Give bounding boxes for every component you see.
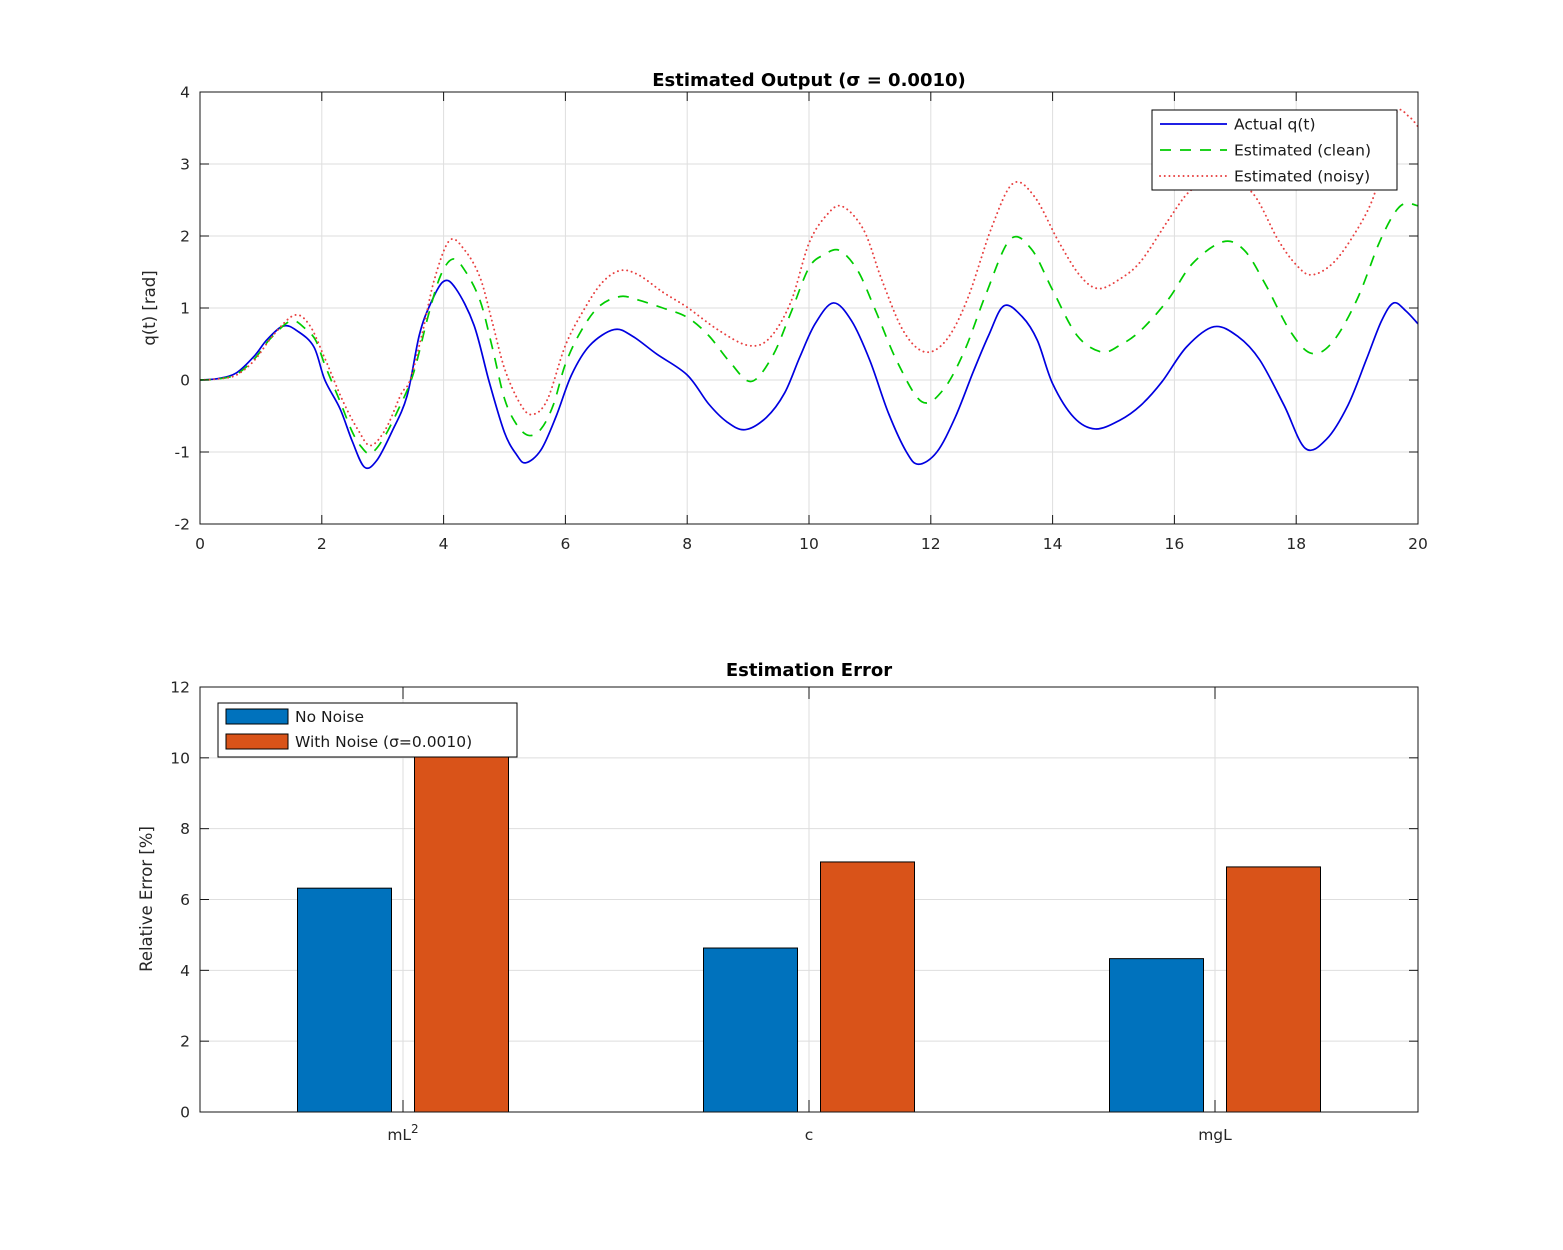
legend-label-estimated-noisy: Estimated (noisy) [1234,168,1370,186]
x-tick-label: 8 [682,535,692,553]
bar-plot-area: 0 2 4 6 8 10 12 mL2 c mgL No Noise With Noise (σ=0.… [170,679,1419,1144]
x-tick-label: 6 [560,535,570,553]
y-tick-label: 2 [180,228,190,246]
x-tick-label: 10 [799,535,819,553]
bar-chart-ylabel: Relative Error [%] [137,826,156,972]
line-chart-ylabel: q(t) [rad] [140,270,159,345]
legend-label-no-noise: No Noise [295,708,364,726]
bar-no-noise-c [703,947,798,1113]
series-line-estimated-clean [200,202,1418,455]
legend-swatch-no-noise [225,708,289,725]
y-tick-label: 3 [180,156,190,174]
y-tick-label: 8 [180,820,190,838]
bar-no-noise-mgl [1109,958,1204,1113]
grid [200,687,1418,1112]
legend-label-estimated-clean: Estimated (clean) [1234,142,1371,160]
x-category-label: c [805,1126,814,1144]
y-tick-label: 10 [170,749,190,767]
x-tick-label: 12 [921,535,941,553]
y-tick-label: 12 [170,679,190,697]
bar-with-noise-0-0010-mgl [1226,866,1321,1113]
y-tick-label: 4 [180,84,190,102]
x-tick-label: 14 [1043,535,1063,553]
x-tick-label: 18 [1286,535,1306,553]
legend-swatch-with-noise-0-0010 [225,733,289,750]
y-tick-label: -1 [175,444,190,462]
x-tick-label: 20 [1408,535,1428,553]
x-tick-label: 2 [317,535,327,553]
legend-label-actual-q-t: Actual q(t) [1234,116,1316,134]
bar-chart-title: Estimation Error [726,660,892,681]
x-category-label: mL2 [387,1122,418,1144]
bar-no-noise-ml [297,887,392,1113]
y-tick-label: 0 [180,372,190,390]
bar-series-no-noise [297,887,1204,1113]
x-category-label: mgL [1198,1126,1232,1144]
line-chart-title: Estimated Output (σ = 0.0010) [652,70,966,91]
x-tick-label: 16 [1165,535,1185,553]
bar-series-with-noise-0-0010 [414,756,1321,1113]
series-line-actual-q-t [200,279,1418,470]
y-tick-label: 2 [180,1033,190,1051]
series-lines [200,108,1418,470]
y-tick-label: -2 [175,516,190,534]
bar-chart-legend: No Noise With Noise (σ=0.0010) [217,702,518,758]
legend-label-with-noise-0-0010: With Noise (σ=0.0010) [295,733,472,751]
x-tick-label: 4 [439,535,449,553]
bar-with-noise-0-0010-c [820,861,915,1113]
y-tick-label: 4 [180,962,190,980]
y-tick-label: 0 [180,1104,190,1122]
y-tick-label: 6 [180,891,190,909]
y-tick-label: 1 [180,300,190,318]
x-tick-label: 0 [195,535,205,553]
line-chart-legend: Actual q(t) Estimated (clean) Estimated (n… [1151,109,1398,191]
bar-with-noise-0-0010-ml [414,756,509,1113]
